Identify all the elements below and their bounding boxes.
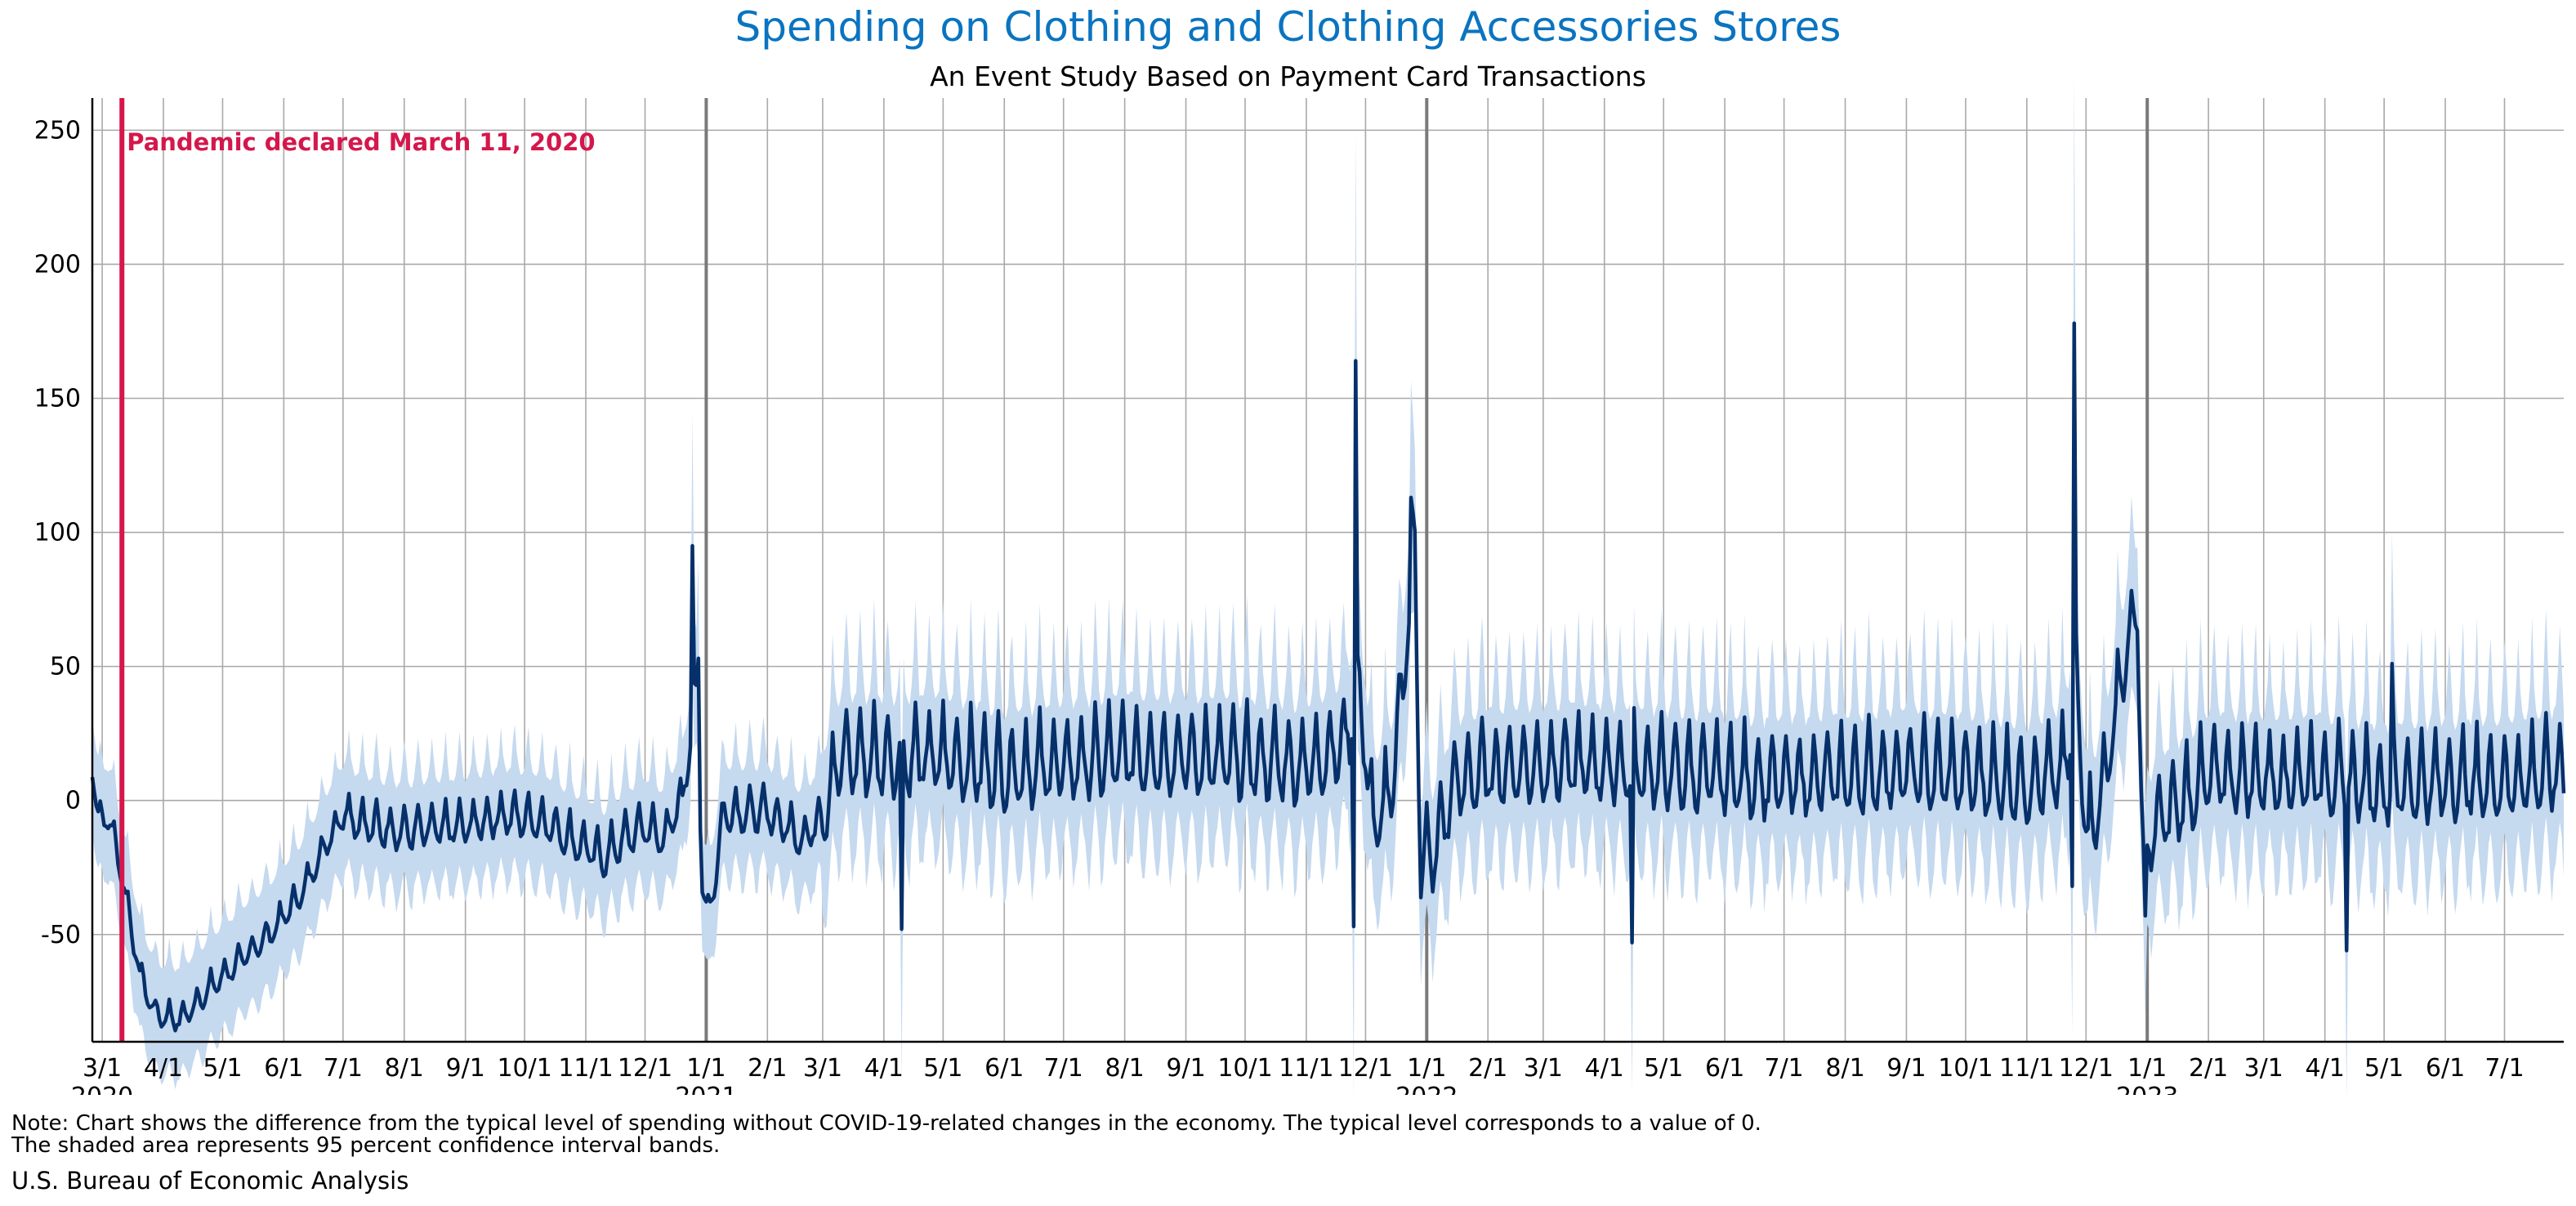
confidence-band-area (92, 75, 2564, 1095)
line-chart: Pandemic declared March 11, 2020 250 200 1… (34, 75, 2566, 1095)
x-tick-label: 11/1 (1999, 1054, 2054, 1083)
x-tick-label: 3/1 (2244, 1054, 2284, 1083)
x-tick-label: 5/1 (2364, 1054, 2404, 1083)
x-tick-labels: 3/1 4/1 5/1 6/1 7/1 8/1 9/1 10/1 11/1 12/1 1/1 2/1 3… (71, 1054, 2525, 1095)
x-tick-label: 12/1 (2059, 1054, 2114, 1083)
y-tick-label: 250 (34, 116, 81, 145)
y-tick-label: 0 (65, 787, 81, 815)
x-tick-label: 4/1 (1585, 1054, 1624, 1083)
y-tick-label: 150 (34, 385, 81, 413)
x-tick-label: 4/1 (864, 1054, 904, 1083)
x-tick-label: 2/1 (748, 1054, 787, 1083)
x-tick-label: 6/1 (1705, 1054, 1744, 1083)
chart-note-line-2: The shaded area represents 95 percent co… (11, 1133, 721, 1158)
x-year-label: 2022 (1395, 1083, 1458, 1095)
chart-title: Spending on Clothing and Clothing Access… (734, 3, 1842, 51)
x-tick-label: 7/1 (1044, 1054, 1083, 1083)
chart-subtitle: An Event Study Based on Payment Card Tra… (930, 60, 1646, 92)
series-line (90, 321, 2566, 1033)
y-tick-label: 200 (34, 250, 81, 279)
x-tick-label: 2/1 (2189, 1054, 2228, 1083)
x-tick-label: 8/1 (1825, 1054, 1864, 1083)
x-tick-label: 4/1 (144, 1054, 183, 1083)
x-tick-label: 5/1 (923, 1054, 962, 1083)
x-tick-label: 10/1 (1217, 1054, 1272, 1083)
x-tick-label: 11/1 (558, 1054, 613, 1083)
confidence-band (92, 75, 2564, 1095)
x-tick-label: 3/1 (1524, 1054, 1563, 1083)
event-marker: Pandemic declared March 11, 2020 (119, 98, 596, 1042)
x-tick-label: 11/1 (1279, 1054, 1333, 1083)
y-tick-label: 50 (50, 653, 81, 681)
x-tick-label: 10/1 (1938, 1054, 1993, 1083)
x-tick-label: 7/1 (1764, 1054, 1803, 1083)
x-tick-label: 4/1 (2306, 1054, 2345, 1083)
x-year-label: 2021 (675, 1083, 737, 1095)
x-tick-label: 7/1 (324, 1054, 363, 1083)
y-tick-label: 100 (34, 519, 81, 547)
source-label: U.S. Bureau of Economic Analysis (11, 1167, 409, 1195)
x-tick-label: 9/1 (1166, 1054, 1205, 1083)
x-tick-label: 2/1 (1468, 1054, 1507, 1083)
x-tick-label: 7/1 (2484, 1054, 2524, 1083)
x-tick-label: 1/1 (686, 1054, 725, 1083)
y-tick-labels: 250 200 150 100 50 0 -50 (34, 116, 81, 949)
x-tick-label: 6/1 (2426, 1054, 2465, 1083)
x-tick-label: 9/1 (446, 1054, 485, 1083)
y-tick-label: -50 (41, 921, 81, 949)
chart-note-line-1: Note: Chart shows the difference from th… (11, 1111, 1761, 1136)
x-tick-label: 5/1 (1644, 1054, 1683, 1083)
x-tick-label: 6/1 (984, 1054, 1024, 1083)
x-tick-label: 1/1 (1407, 1054, 1446, 1083)
x-tick-label: 9/1 (1886, 1054, 1926, 1083)
pandemic-event-label: Pandemic declared March 11, 2020 (127, 128, 595, 156)
x-tick-label: 10/1 (497, 1054, 551, 1083)
x-tick-label: 8/1 (385, 1054, 424, 1083)
x-tick-label: 1/1 (2127, 1054, 2167, 1083)
x-tick-label: 8/1 (1105, 1054, 1144, 1083)
x-tick-label: 6/1 (264, 1054, 303, 1083)
x-tick-label: 5/1 (203, 1054, 242, 1083)
spending-line (90, 321, 2566, 1033)
x-year-label: 2023 (2116, 1083, 2178, 1095)
axes (91, 98, 2564, 1043)
x-tick-label: 3/1 (83, 1054, 122, 1083)
x-tick-label: 3/1 (803, 1054, 842, 1083)
x-tick-label: 12/1 (1338, 1054, 1393, 1083)
x-tick-label: 12/1 (618, 1054, 672, 1083)
x-year-label: 2020 (71, 1083, 133, 1095)
